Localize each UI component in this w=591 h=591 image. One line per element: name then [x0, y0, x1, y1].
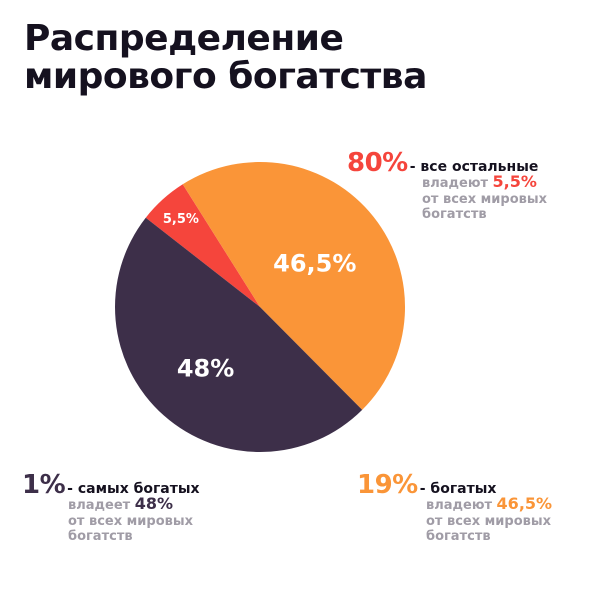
- legend-top-percent: 1%: [22, 470, 66, 500]
- pie-slice-label-1: 5,5%: [163, 212, 199, 227]
- title-line-1: Распределение: [24, 18, 344, 59]
- legend-others-rest-1: от всех мировых: [422, 192, 547, 207]
- pie-slice-2: [182, 161, 406, 410]
- pie-slice-label-2: 46,5%: [273, 249, 356, 277]
- legend-others-group: - все остальные: [409, 159, 539, 175]
- legend-top-group: - самых богатых: [67, 481, 200, 497]
- legend-top: 1% - самых богатых владеет 48% от всех м…: [22, 470, 200, 544]
- pie-slice-label-3: 48%: [177, 354, 234, 382]
- legend-others-share: 5,5%: [492, 172, 537, 191]
- title-line-2: мирового богатства: [24, 56, 427, 97]
- legend-rich: 19% - богатых владеют 46,5% от всех миро…: [357, 470, 552, 544]
- legend-top-share: 48%: [134, 494, 174, 513]
- legend-others-owns: владеют: [422, 176, 493, 191]
- legend-rich-group: - богатых: [419, 481, 497, 497]
- legend-rich-rest-1: от всех мировых: [426, 514, 551, 529]
- legend-rich-percent: 19%: [357, 470, 418, 500]
- pie-slice-3: [115, 217, 363, 452]
- legend-others-rest-2: богатств: [422, 207, 487, 222]
- legend-top-owns: владеет: [68, 498, 135, 513]
- legend-top-rest-2: богатств: [68, 529, 133, 544]
- legend-others-percent: 80%: [347, 148, 408, 178]
- pie-slice-1: [145, 184, 260, 307]
- legend-rich-rest-2: богатств: [426, 529, 491, 544]
- legend-others: 80% - все остальные владеют 5,5% от всех…: [347, 148, 547, 222]
- legend-rich-owns: владеют: [426, 498, 497, 513]
- legend-rich-share: 46,5%: [496, 494, 553, 513]
- legend-top-rest-1: от всех мировых: [68, 514, 193, 529]
- page-title: Распределение мирового богатства: [24, 20, 427, 96]
